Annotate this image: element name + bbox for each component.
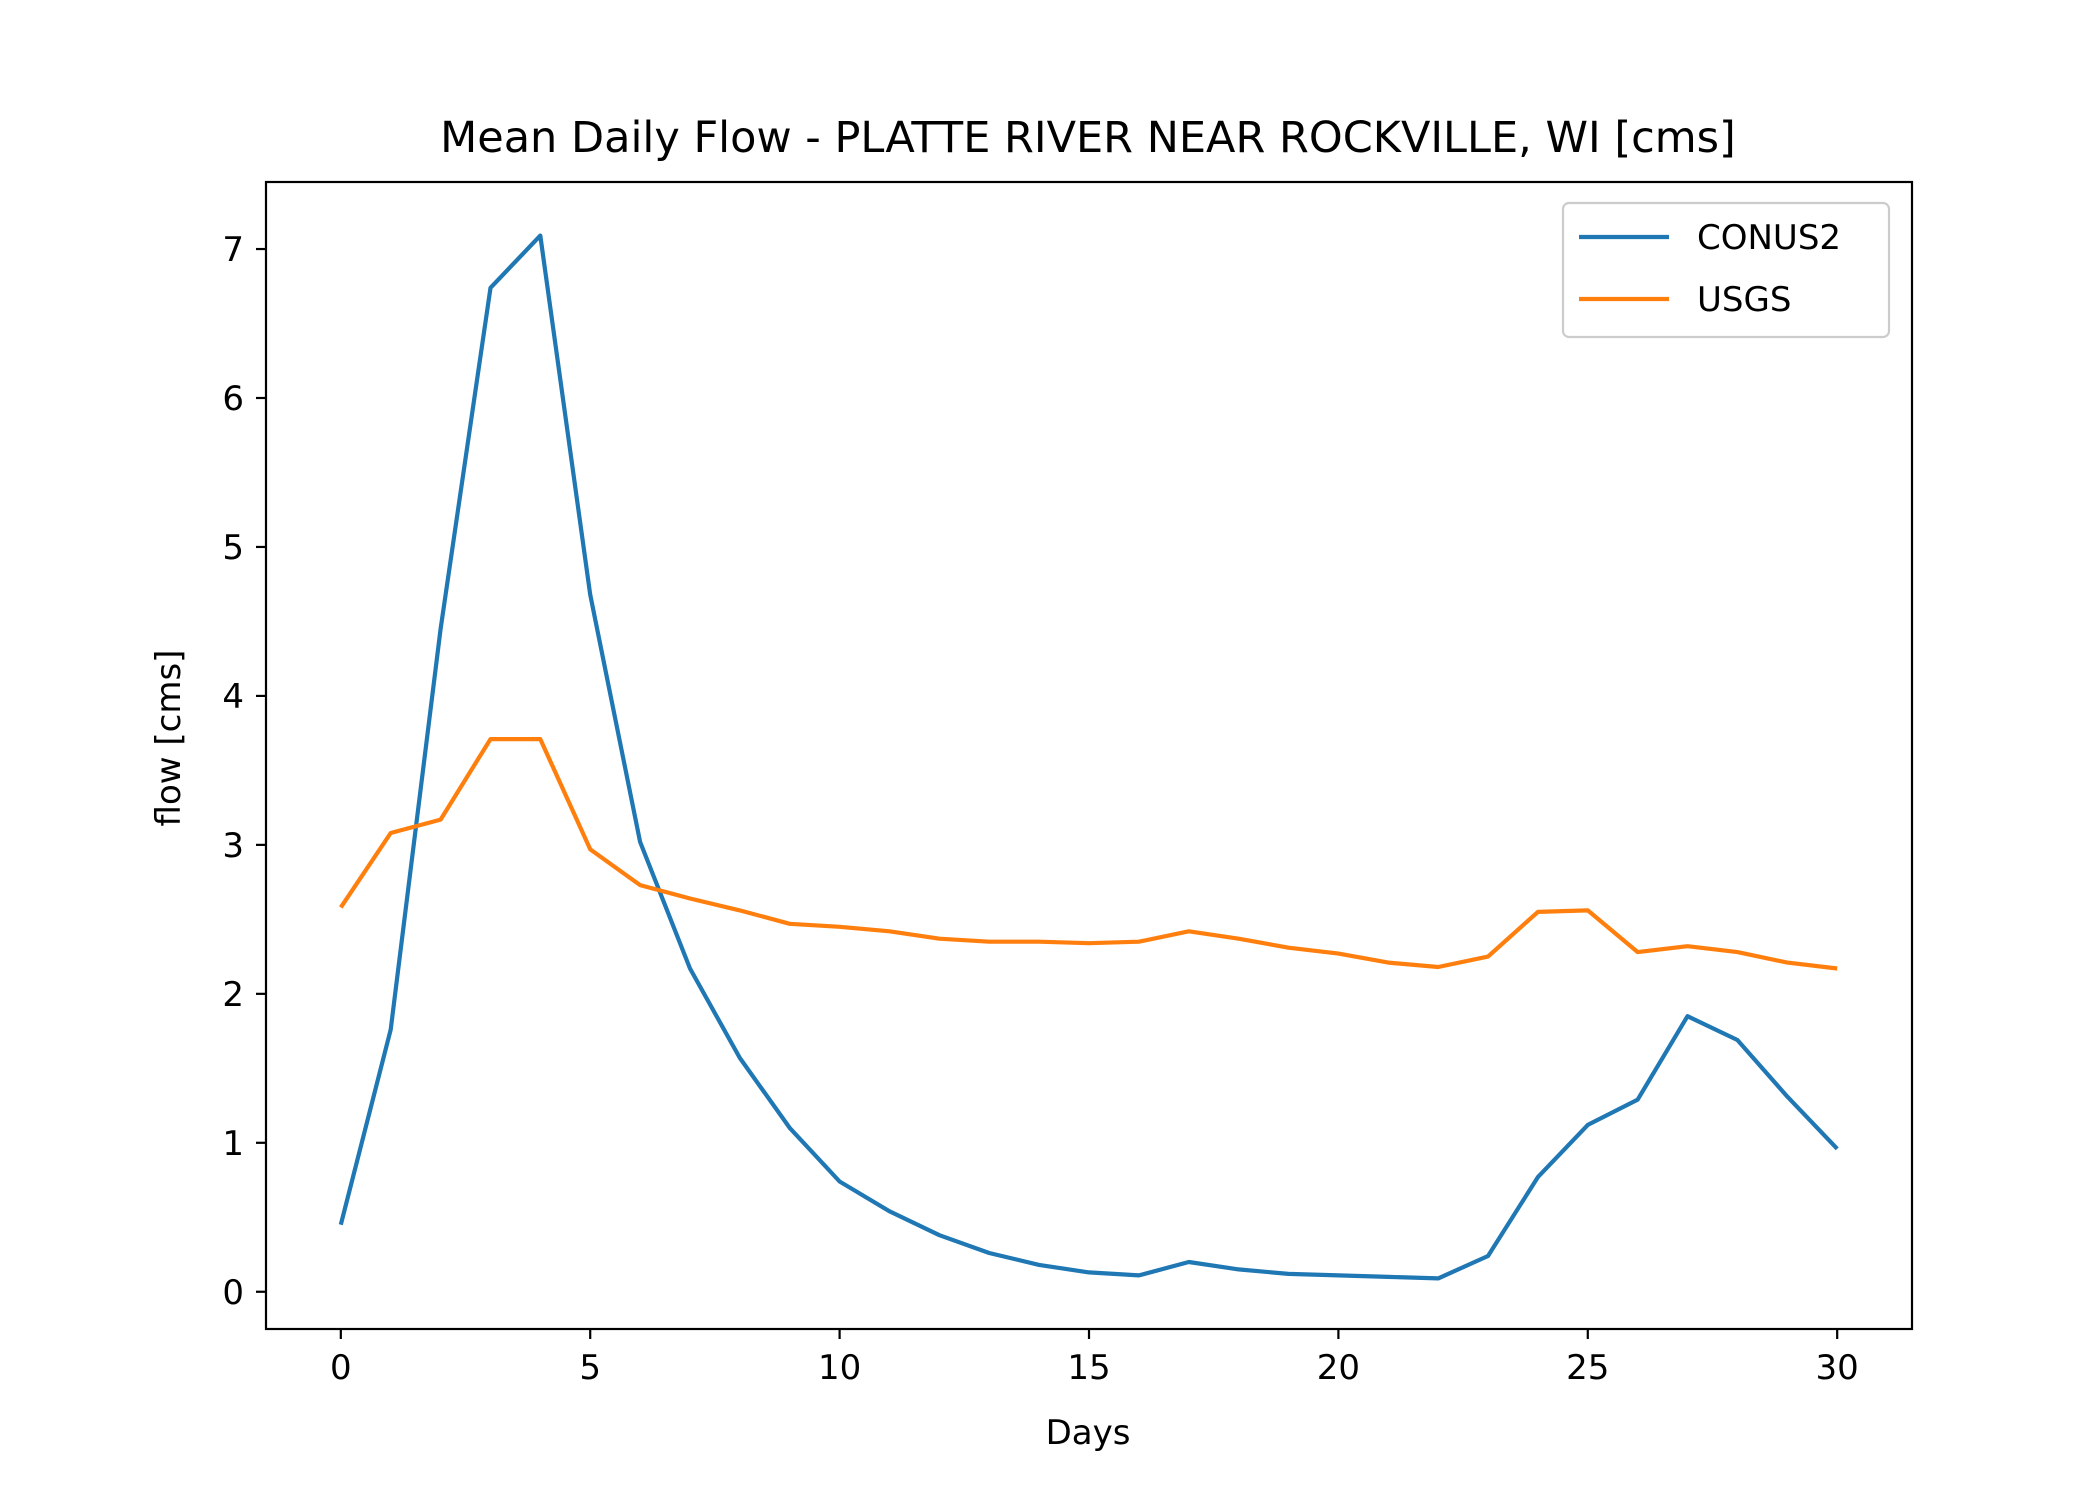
series-line-usgs xyxy=(339,736,1838,971)
x-tick-label: 0 xyxy=(330,1348,352,1388)
series-layer xyxy=(338,233,1839,1281)
x-tick-label: 15 xyxy=(1067,1348,1110,1388)
legend-label-usgs: USGS xyxy=(1697,280,1791,320)
x-tick-label: 10 xyxy=(818,1348,861,1388)
y-tick-label: 6 xyxy=(222,379,244,419)
legend-label-conus2: CONUS2 xyxy=(1697,218,1841,258)
y-tick-label: 0 xyxy=(222,1273,244,1313)
chart-title: Mean Daily Flow - PLATTE RIVER NEAR ROCK… xyxy=(440,113,1736,163)
y-tick-label: 3 xyxy=(222,826,244,866)
x-tick-label: 25 xyxy=(1566,1348,1609,1388)
x-tick-label: 30 xyxy=(1816,1348,1859,1388)
y-tick-label: 7 xyxy=(222,230,244,270)
y-tick-label: 1 xyxy=(222,1124,244,1164)
y-axis-label: flow [cms] xyxy=(149,650,189,827)
legend: CONUS2 USGS xyxy=(1561,201,1891,339)
x-tick-label: 5 xyxy=(579,1348,601,1388)
x-axis: 0 5 10 15 20 25 30 xyxy=(330,1329,1859,1388)
series-line-conus2 xyxy=(338,233,1839,1281)
y-tick-label: 4 xyxy=(222,677,244,717)
y-axis: 0 1 2 3 4 5 6 7 xyxy=(222,230,266,1313)
x-axis-label: Days xyxy=(1046,1413,1131,1453)
y-tick-label: 2 xyxy=(222,975,244,1015)
y-tick-label: 5 xyxy=(222,528,244,568)
x-tick-label: 20 xyxy=(1317,1348,1360,1388)
